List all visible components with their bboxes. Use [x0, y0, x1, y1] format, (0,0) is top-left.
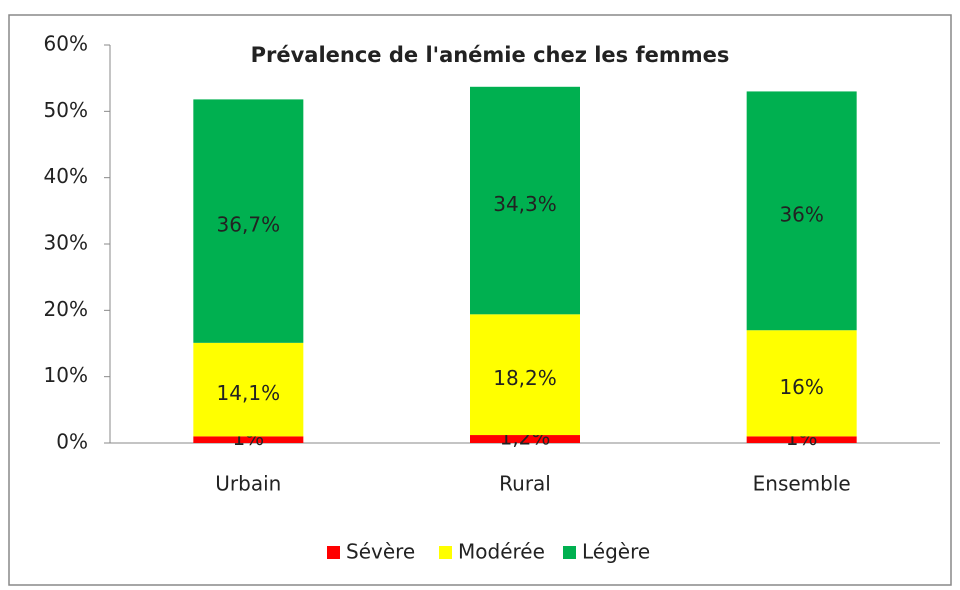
- legend-label: Modérée: [458, 540, 545, 564]
- bar-segment: [746, 330, 857, 437]
- legend-swatch: [563, 546, 576, 559]
- bar-segment: [193, 99, 304, 343]
- value-label: 16%: [779, 375, 823, 399]
- legend-swatch: [439, 546, 452, 559]
- x-tick-label: Urbain: [215, 472, 281, 496]
- value-label: 18,2%: [493, 366, 557, 390]
- legend-label: Sévère: [346, 540, 415, 564]
- y-tick-label: 60%: [44, 32, 88, 56]
- y-tick-label: 40%: [44, 164, 88, 188]
- value-label: 14,1%: [217, 381, 281, 405]
- bar-segment: [746, 91, 857, 331]
- bar-segment: [193, 342, 304, 437]
- value-label: 36%: [779, 202, 823, 226]
- bar-segment: [193, 436, 304, 443]
- value-label: 36,7%: [217, 213, 281, 237]
- bar-segment: [746, 436, 857, 443]
- y-tick-label: 50%: [44, 98, 88, 122]
- bar-segment: [470, 435, 580, 443]
- bar-segment: [470, 314, 580, 436]
- legend-label: Légère: [582, 540, 650, 564]
- x-tick-label: Rural: [499, 472, 551, 496]
- y-tick-label: 10%: [44, 363, 88, 387]
- chart-title: Prévalence de l'anémie chez les femmes: [251, 43, 730, 67]
- y-tick-label: 30%: [44, 231, 88, 255]
- bar-segment: [470, 86, 580, 315]
- y-tick-label: 0%: [56, 430, 88, 454]
- y-tick-label: 20%: [44, 297, 88, 321]
- legend-swatch: [327, 546, 340, 559]
- value-label: 34,3%: [493, 192, 557, 216]
- x-tick-label: Ensemble: [753, 472, 851, 496]
